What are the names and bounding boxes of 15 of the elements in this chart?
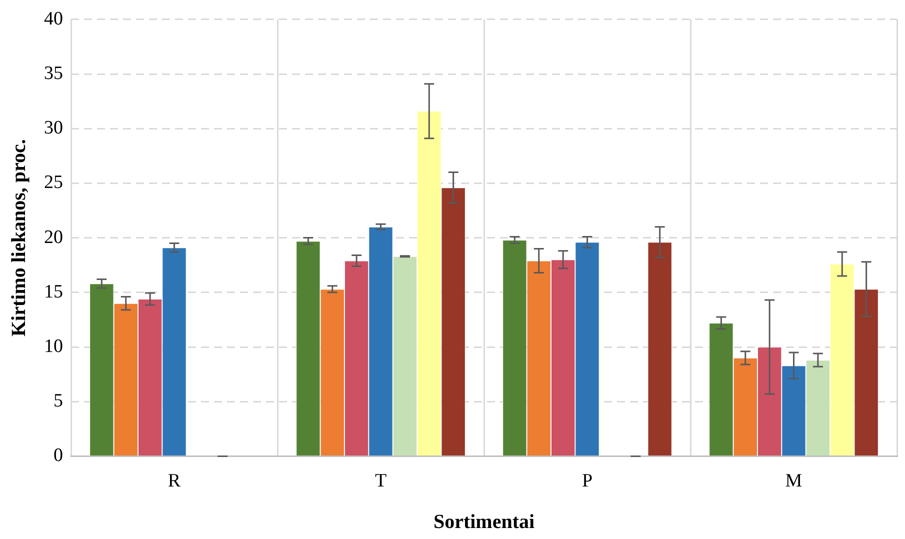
y-axis-title: Kirtimo liekanos, proc. <box>8 139 30 337</box>
y-tick-label: 15 <box>44 281 63 302</box>
y-tick-label: 35 <box>44 62 63 84</box>
y-tick-label: 10 <box>44 336 63 357</box>
y-tick-label: 40 <box>44 8 63 30</box>
x-tick-label: T <box>374 470 387 492</box>
x-tick-label: R <box>168 470 181 492</box>
x-axis-title: Sortimentai <box>433 511 535 534</box>
y-tick-label: 25 <box>44 172 63 194</box>
y-tick-label: 5 <box>54 390 63 412</box>
y-tick-label: 20 <box>44 226 63 248</box>
x-tick-label: M <box>785 470 802 492</box>
y-tick-label: 30 <box>44 118 63 139</box>
y-tick-label: 0 <box>54 445 63 466</box>
x-tick-label: P <box>582 470 593 492</box>
